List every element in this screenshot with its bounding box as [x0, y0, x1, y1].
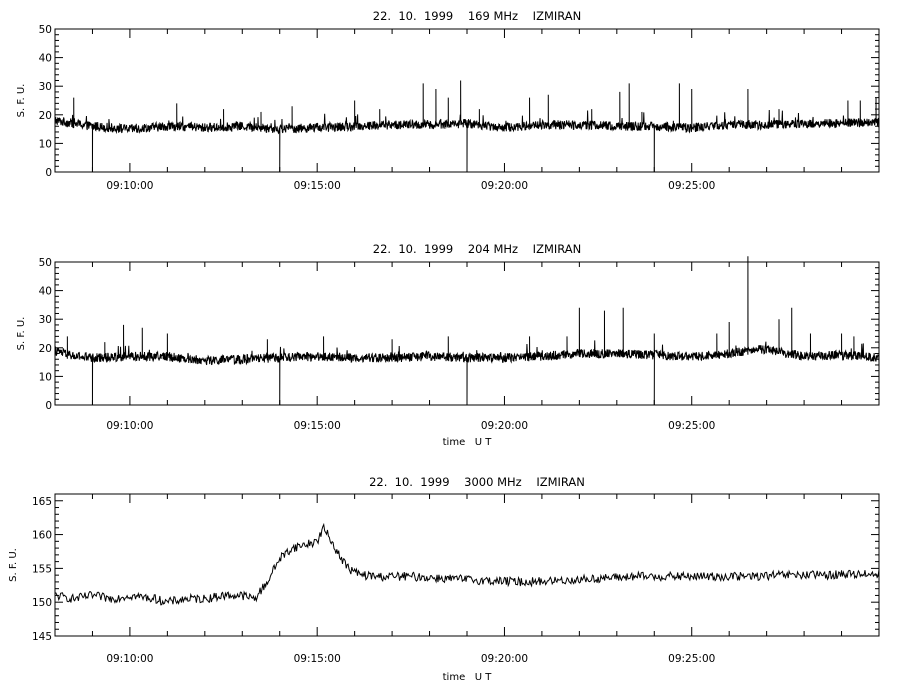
x-tick-label: 09:15:00	[294, 180, 341, 192]
flux-series-line	[54, 522, 880, 606]
y-tick-label: 30	[39, 314, 52, 326]
chart-title: 22. 10. 1999 3000 MHz IZMIRAN	[369, 475, 585, 489]
y-tick-label: 165	[32, 496, 52, 508]
chart-panel-1: 22. 10. 1999 169 MHz IZMIRAN 0 10 20 30 40 50 0…	[16, 9, 880, 192]
y-tick-label: 160	[32, 530, 52, 542]
plot-frame	[54, 493, 880, 637]
y-tick-label: 40	[39, 53, 52, 65]
y-tick-label: 20	[39, 343, 52, 355]
y-axis-label: S. F. U.	[16, 317, 27, 351]
x-tick-label: 09:20:00	[481, 420, 528, 432]
chart-panel-2: 22. 10. 1999 204 MHz IZMIRAN 0 10 20 30 40 50 0…	[16, 242, 880, 448]
y-tick-label: 150	[32, 597, 52, 609]
x-tick-label: 09:20:00	[481, 653, 528, 665]
x-tick-label: 09:25:00	[668, 420, 715, 432]
flux-series-line	[54, 80, 880, 173]
y-tick-label: 0	[45, 400, 52, 412]
y-tick-label: 0	[45, 167, 52, 179]
x-tick-label: 09:15:00	[294, 420, 341, 432]
y-tick-label: 20	[39, 110, 52, 122]
y-tick-label: 155	[32, 563, 52, 575]
y-tick-label: 40	[39, 286, 52, 298]
x-tick-label: 09:25:00	[668, 180, 715, 192]
x-axis-label: time U T	[443, 437, 493, 448]
y-tick-label: 10	[39, 138, 52, 150]
x-tick-label: 09:15:00	[294, 653, 341, 665]
chart-title: 22. 10. 1999 169 MHz IZMIRAN	[373, 9, 582, 23]
x-tick-label: 09:10:00	[106, 420, 153, 432]
x-tick-label: 09:20:00	[481, 180, 528, 192]
x-tick-label: 09:25:00	[668, 653, 715, 665]
x-tick-label: 09:10:00	[106, 653, 153, 665]
y-axis-label: S. F. U.	[8, 548, 19, 582]
chart-panel-3: 22. 10. 1999 3000 MHz IZMIRAN 145 150 155 16…	[8, 475, 880, 683]
y-tick-label: 30	[39, 81, 52, 93]
y-tick-label: 10	[39, 371, 52, 383]
y-tick-label: 50	[39, 257, 52, 269]
y-tick-label: 145	[32, 631, 52, 643]
flux-series-line	[54, 256, 880, 406]
y-tick-label: 50	[39, 24, 52, 36]
x-axis-label: time U T	[443, 672, 493, 683]
x-tick-label: 09:10:00	[106, 180, 153, 192]
y-axis-label: S. F. U.	[16, 84, 27, 118]
chart-title: 22. 10. 1999 204 MHz IZMIRAN	[373, 242, 582, 256]
